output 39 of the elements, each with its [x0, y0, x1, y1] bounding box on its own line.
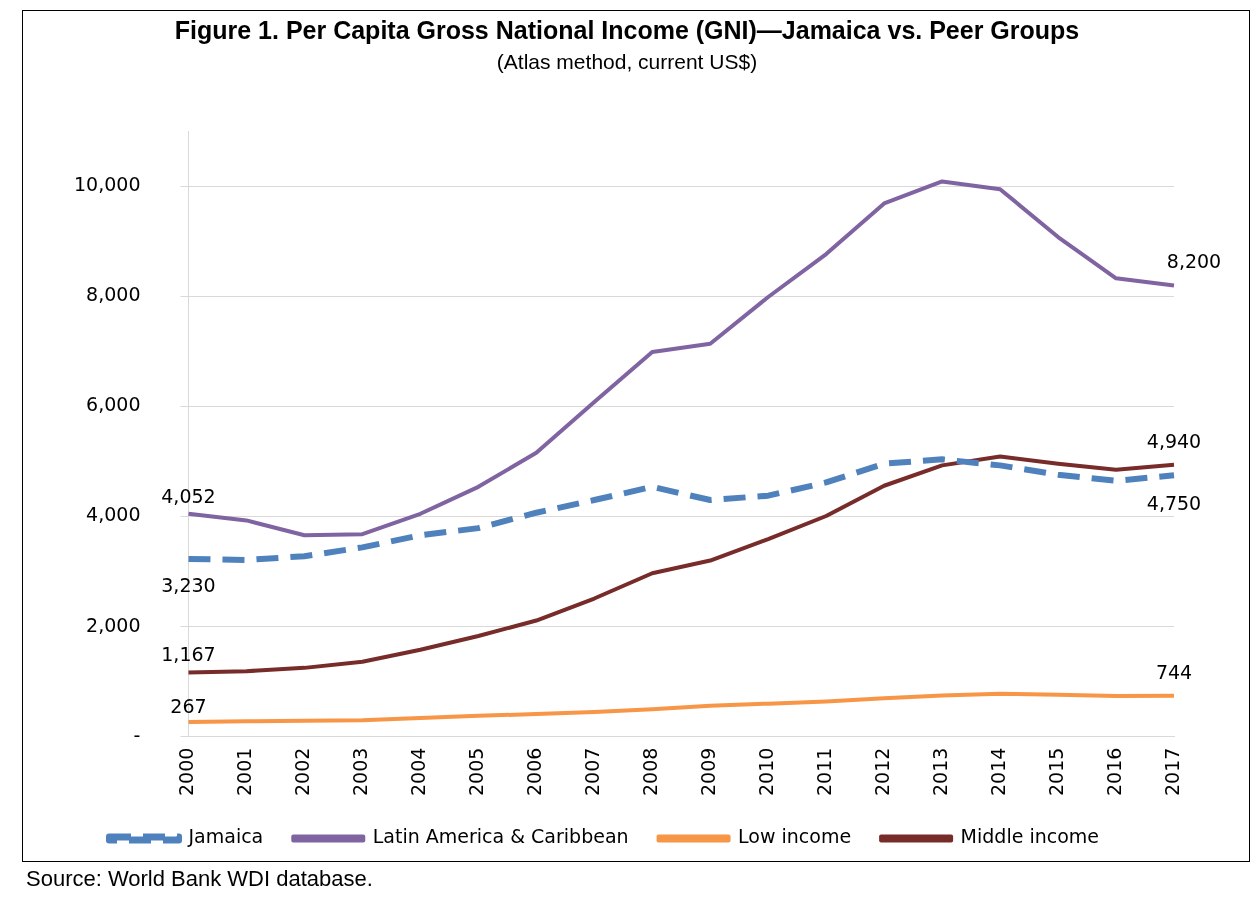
y-tick-label: 8,000	[86, 283, 141, 306]
x-tick-label: 2004	[407, 747, 430, 797]
x-tick-label: 2006	[523, 747, 546, 797]
legend-label: Jamaica	[187, 825, 264, 848]
y-tick-label: 10,000	[74, 173, 141, 196]
annotation: 267	[170, 694, 207, 717]
x-tick-label: 2012	[871, 747, 894, 797]
x-tick-label: 2013	[929, 747, 952, 797]
legend-label: Latin America & Caribbean	[372, 825, 629, 848]
x-tick-label: 2009	[697, 747, 720, 797]
x-tick-label: 2011	[813, 747, 836, 797]
annotation: 3,230	[161, 573, 216, 596]
x-tick-label: 2017	[1160, 747, 1183, 797]
legend-label: Low income	[738, 825, 852, 848]
x-tick-label: 2007	[581, 747, 604, 797]
legend-label: Middle income	[960, 825, 1099, 848]
y-tick-label: 2,000	[86, 613, 141, 636]
annotation: 4,052	[161, 484, 216, 507]
x-tick-label: 2003	[349, 747, 372, 797]
x-tick-label: 2000	[175, 747, 198, 797]
x-tick-label: 2010	[755, 747, 778, 797]
x-tick-label: 2014	[987, 747, 1010, 797]
annotation: 4,750	[1146, 492, 1202, 515]
x-tick-label: 2015	[1044, 747, 1067, 797]
source-note: Source: World Bank WDI database.	[26, 866, 373, 892]
chart-subtitle: (Atlas method, current US$)	[495, 50, 759, 74]
chart-title: Figure 1. Per Capita Gross National Income (GNI)—Jamaica vs. Peer Groups	[173, 16, 1081, 45]
annotation: 8,200	[1166, 250, 1222, 273]
y-tick-label: 4,000	[86, 503, 141, 526]
annotation: 4,940	[1146, 429, 1202, 452]
x-tick-label: 2002	[291, 747, 314, 797]
annotation: 744	[1155, 660, 1193, 683]
annotation: 1,167	[161, 643, 216, 666]
y-tick-label: 6,000	[86, 393, 141, 416]
x-tick-label: 2008	[639, 747, 662, 797]
x-tick-label: 2005	[465, 747, 488, 797]
x-tick-label: 2001	[233, 747, 256, 797]
x-tick-label: 2016	[1102, 747, 1125, 797]
y-tick-label: -	[133, 723, 141, 746]
